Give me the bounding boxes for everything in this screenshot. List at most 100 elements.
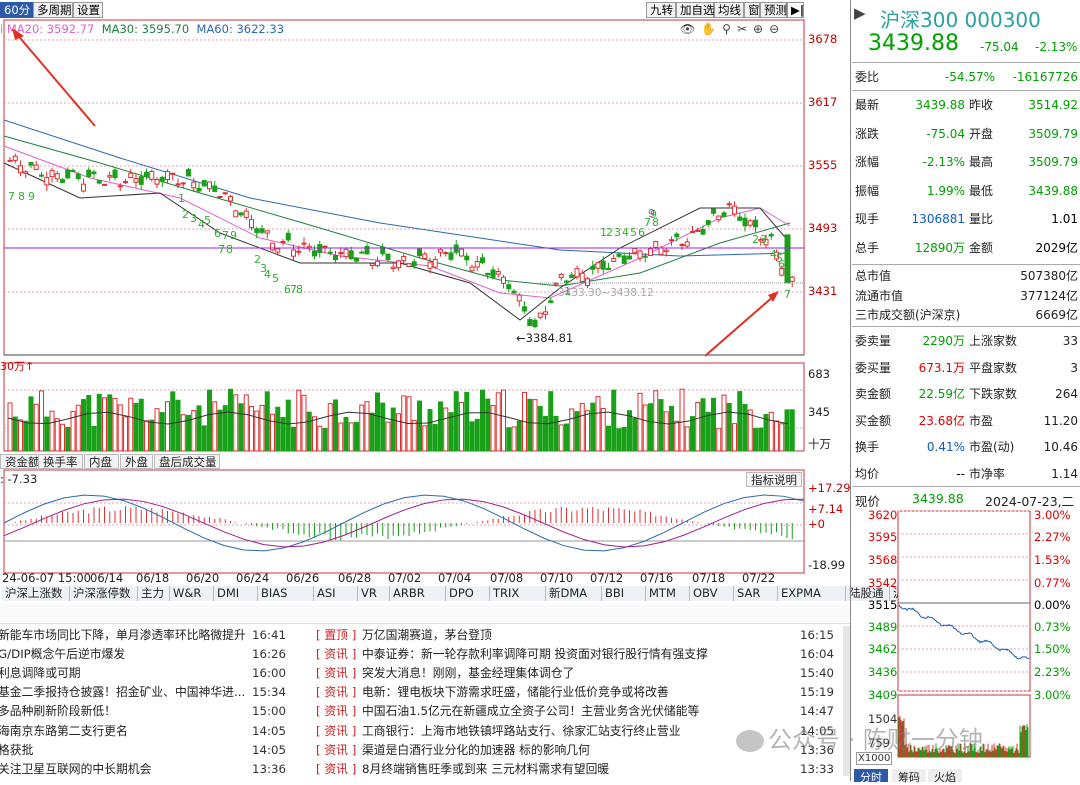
news-time: 13:36	[252, 761, 286, 776]
news-row[interactable]: G/DIP概念午后逆市爆发 16:26 [ 资讯 ] 中泰证券：新一轮存款利率调降可期…	[0, 645, 850, 664]
date-axis: 24-06-07 15:00 06/14 06/18 06/20 06/24 06/26 0…	[0, 571, 850, 585]
indicator-tab[interactable]: ARBR	[390, 586, 446, 601]
volume-bar	[75, 404, 81, 452]
indicator-tab[interactable]: VR	[358, 586, 390, 601]
volume-bar	[23, 420, 29, 452]
indicator-tab[interactable]: W&R	[170, 586, 214, 601]
volume-bar	[28, 396, 34, 452]
news-title[interactable]: 海南京东路第二支行更名	[0, 723, 128, 738]
news-time: 15:19	[800, 685, 834, 700]
volume-bar	[721, 394, 727, 452]
candle	[600, 260, 606, 270]
volume-bar	[343, 417, 349, 452]
tab-chips[interactable]: 筹码	[892, 769, 926, 784]
news-title[interactable]: 格获批	[0, 742, 34, 757]
indicator-tab[interactable]: 陆股通	[846, 586, 890, 601]
tab-timeshare[interactable]: 分时	[854, 769, 888, 784]
indicator-tab[interactable]: 新DMA	[546, 586, 602, 601]
candle	[443, 252, 449, 255]
subtab-turnover[interactable]: 换手率	[38, 454, 83, 469]
indicator-tab[interactable]: 主力	[138, 586, 170, 601]
news-time: 14:47	[800, 704, 834, 719]
order-value: 673.1万	[918, 360, 965, 375]
order-row: 委卖量 2290万 上涨家数 33	[855, 328, 1080, 354]
news-title[interactable]: 基金二季报持仓披露！招金矿业、中国神华进...	[0, 685, 246, 700]
news-row[interactable]: 海南京东路第二支行更名 14:05 [ 资讯 ] 工商银行：上海市地铁镇坪路站支行、徐…	[0, 722, 850, 741]
news-title[interactable]: G/DIP概念午后逆市爆发	[0, 647, 126, 662]
intraday-tick: 3436	[868, 665, 898, 679]
band-label: 3433.30~3438.12	[558, 287, 654, 299]
volume-bar	[658, 399, 664, 452]
news-time: 15:34	[252, 685, 286, 700]
candle	[312, 250, 317, 257]
news-title[interactable]: 8月终端销售旺季或到来 三元材料需求有望回暖	[362, 761, 610, 776]
candle	[175, 183, 181, 186]
candle	[280, 240, 286, 243]
indicator-tab[interactable]: 沪深涨停数	[70, 586, 138, 601]
indicator-tab[interactable]: 沪深上涨数	[2, 586, 70, 601]
news-title[interactable]: 突发大消息！刚刚，基金经理集体调仓了	[362, 666, 575, 681]
quote-label: 金额	[969, 240, 994, 255]
settings-tab[interactable]: 设置	[73, 2, 103, 18]
multi-period-tab[interactable]: 多周期	[33, 2, 73, 18]
news-title[interactable]: 利息调降或可期	[0, 666, 81, 681]
news-row[interactable]: 格获批 14:05 [ 资讯 ] 渠道是白酒行业分化的加速器 标的影响几何 13:36	[0, 741, 850, 760]
ma-button[interactable]: 均线	[714, 2, 744, 18]
news-row[interactable]: 多品种刷新阶段新低！ 15:00 [ 资讯 ] 中国石油1.5亿元在新疆成立全资子公司…	[0, 702, 850, 721]
volume-bar	[243, 394, 249, 452]
news-scrollbar[interactable]	[843, 626, 850, 776]
chart-tool-icons[interactable]: 👁✋⚲✂⊕⊖	[680, 22, 786, 36]
candle	[690, 230, 695, 233]
indicator-tab[interactable]: OBV	[690, 586, 734, 601]
news-title[interactable]: 多品种刷新阶段新低！	[0, 704, 116, 719]
volume-bar	[537, 405, 543, 452]
forecast-button[interactable]: 预测	[760, 2, 787, 18]
candle	[585, 278, 590, 286]
indicator-tab[interactable]: BBI	[602, 586, 646, 601]
news-title[interactable]: 万亿国潮赛道，茅台登顶	[362, 628, 492, 642]
candle	[459, 248, 464, 257]
news-title[interactable]: 中泰证券：新一轮存款利率调降可期 投资面对银行股行情有强支撑	[362, 647, 708, 662]
window-button[interactable]: 窗	[744, 2, 760, 18]
news-row[interactable]: 关注卫星互联网的中长期机会 13:36 [ 资讯 ] 8月终端销售旺季或到来 三元材料…	[0, 760, 850, 779]
nine-turn-number: 2	[182, 208, 189, 221]
indicator-tab[interactable]: EXPMA	[778, 586, 846, 601]
news-row[interactable]: 利息调降或可期 16:00 [ 资讯 ] 突发大消息！刚刚，基金经理集体调仓了 15:4…	[0, 664, 850, 683]
volume-bar	[238, 403, 244, 452]
news-title[interactable]: 中国石油1.5亿元在新疆成立全资子公司！主营业务含光伏储能等	[362, 704, 700, 719]
nine-turn-button[interactable]: 九转	[646, 2, 676, 18]
news-title[interactable]: 工商银行：上海市地铁镇坪路站支行、徐家汇站支行终止营业	[362, 723, 681, 738]
tab-flame[interactable]: 火焰	[928, 769, 962, 784]
subtab-outer[interactable]: 外盘	[120, 454, 153, 469]
news-title[interactable]: 关注卫星互联网的中长期机会	[0, 761, 152, 776]
indicator-tab[interactable]: DPO	[446, 586, 490, 601]
news-title[interactable]: 渠道是白酒行业分化的加速器 标的影响几何	[362, 742, 590, 757]
indicator-tab[interactable]: SAR	[734, 586, 778, 601]
nine-turn-number: 4	[264, 268, 271, 281]
subtab-inner[interactable]: 内盘	[84, 454, 119, 469]
news-row[interactable]: 基金二季报持仓披露！招金矿业、中国神华进... 15:34 [ 资讯 ] 电新：锂电板…	[0, 683, 850, 702]
volume-bar	[338, 422, 344, 452]
volume-bar	[674, 420, 680, 452]
order-label: 买金额	[855, 413, 892, 428]
volume-bar	[422, 425, 428, 452]
indicator-tab[interactable]: ASI	[314, 586, 358, 601]
add-favorite-button[interactable]: 加自选	[676, 2, 715, 18]
back-icon[interactable]: ▶	[854, 4, 866, 22]
news-title[interactable]: 电新：锂电板块下游需求旺盛，储能行业低价竞争或将改善	[362, 685, 669, 700]
news-title[interactable]: 新能车市场同比下降，单月渗透率环比略微提升	[0, 628, 246, 642]
subtab-fund-amount[interactable]: 资金额	[0, 454, 40, 469]
order-value: 2290万	[922, 334, 965, 348]
now-label: 现价	[855, 494, 881, 509]
news-row[interactable]: 新能车市场同比下降，单月渗透率环比略微提升 16:41 [ 置顶 ] 万亿国潮赛道，茅…	[0, 626, 850, 645]
indicator-tab[interactable]: DMI	[214, 586, 258, 601]
period-60min-tab[interactable]: 60分	[0, 2, 33, 18]
order-label: 市净率	[969, 466, 1006, 481]
indicator-tab[interactable]: MTM	[646, 586, 690, 601]
indicator-tab[interactable]: TRIX	[490, 586, 546, 601]
subtab-after-hours[interactable]: 盘后成交量	[154, 454, 220, 469]
indicator-tab[interactable]: BIAS	[258, 586, 314, 601]
collapse-arrow-icon[interactable]: ▶|	[787, 2, 804, 18]
candle	[81, 183, 86, 192]
indicator-help-button[interactable]: 指标说明	[746, 472, 802, 487]
